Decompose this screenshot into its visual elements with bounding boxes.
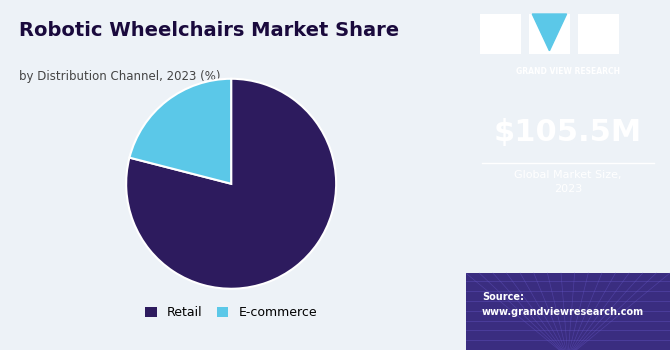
- Wedge shape: [126, 79, 336, 289]
- Text: $105.5M: $105.5M: [494, 119, 642, 147]
- FancyBboxPatch shape: [466, 273, 670, 350]
- Polygon shape: [532, 14, 567, 51]
- Text: Robotic Wheelchairs Market Share: Robotic Wheelchairs Market Share: [19, 21, 399, 40]
- Text: Source:
www.grandviewresearch.com: Source: www.grandviewresearch.com: [482, 292, 644, 317]
- Wedge shape: [129, 79, 231, 184]
- Legend: Retail, E-commerce: Retail, E-commerce: [140, 301, 322, 324]
- FancyBboxPatch shape: [578, 14, 619, 54]
- FancyBboxPatch shape: [529, 14, 570, 54]
- Text: by Distribution Channel, 2023 (%): by Distribution Channel, 2023 (%): [19, 70, 220, 83]
- Text: Global Market Size,
2023: Global Market Size, 2023: [514, 170, 622, 194]
- FancyBboxPatch shape: [480, 14, 521, 54]
- Text: GRAND VIEW RESEARCH: GRAND VIEW RESEARCH: [516, 67, 620, 76]
